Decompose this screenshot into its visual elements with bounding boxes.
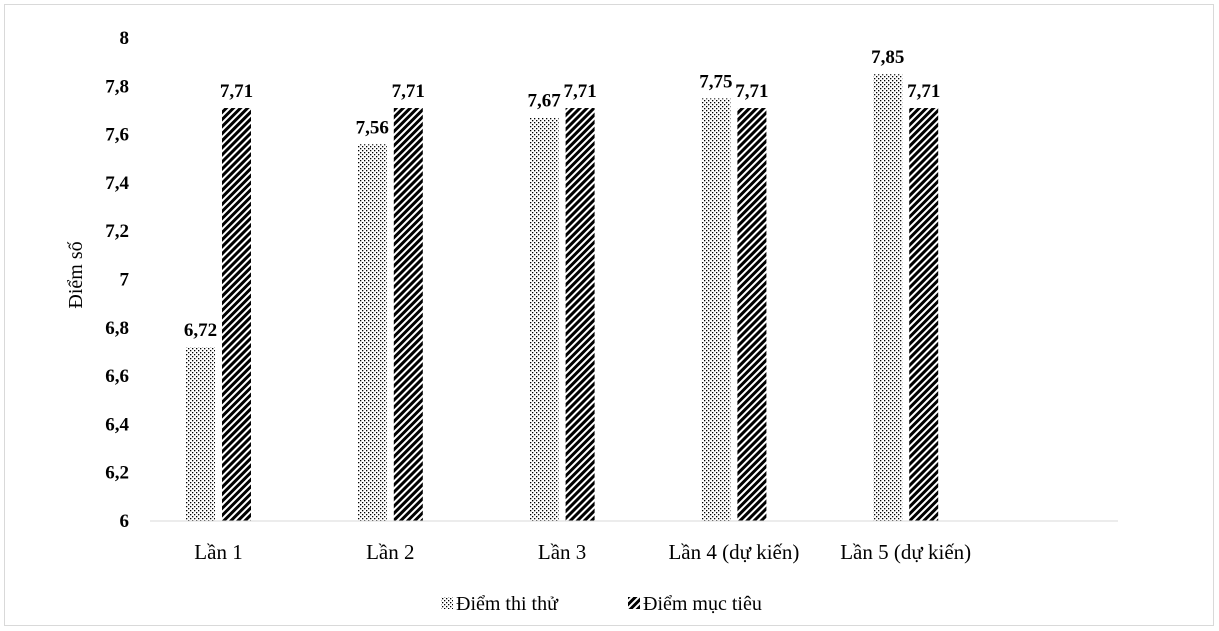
bar-series-2-4	[737, 108, 767, 521]
y-tick-label: 6	[120, 511, 130, 532]
data-label-series-2: 7,71	[220, 81, 253, 102]
bar-series-2-1	[222, 108, 251, 521]
data-label-series-2: 7,71	[563, 81, 596, 102]
data-labels: 6,727,717,567,71 7,67 7,71 7,75 7,717,857,71	[184, 47, 940, 341]
legend-swatch-series-2	[628, 597, 640, 609]
bar-series-1-3	[529, 117, 559, 521]
y-tick-label: 7,4	[105, 173, 129, 194]
y-tick-label: 7,8	[105, 76, 129, 97]
bar-series-1-4	[701, 98, 731, 521]
legend: Điểm thi thử Điểm mục tiêu	[441, 593, 762, 615]
y-tick-label: 7	[120, 270, 130, 291]
category-label: Lần 3	[538, 540, 586, 564]
data-label-series-1: 7,75	[699, 71, 732, 92]
y-tick-label: 6,6	[105, 366, 129, 387]
category-label: Lần 4 (dự kiến)	[668, 540, 799, 564]
bar-series-2-3	[565, 108, 595, 521]
chart-frame	[4, 4, 1214, 626]
category-label: Lần 5 (dự kiến)	[840, 540, 971, 564]
category-labels: Lần 1 Lần 2 Lần 3 Lần 4 (dự kiến) Lần 5 (dự …	[194, 540, 971, 564]
bar-series-1-5	[873, 74, 903, 521]
data-label-series-1: 7,56	[356, 117, 389, 138]
data-label-series-2: 7,71	[392, 81, 425, 102]
y-tick-label: 6,2	[105, 463, 129, 484]
legend-label-series-2: Điểm mục tiêu	[643, 593, 762, 615]
bar-series-2-5	[909, 108, 939, 521]
y-tick-label: 6,8	[105, 318, 129, 339]
y-tick-labels: 6 6,2 6,4 6,6 6,8 7 7,2 7,4 7,6 7,8 8	[105, 28, 129, 532]
bar-series-1-1	[186, 347, 215, 521]
y-tick-label: 8	[120, 28, 130, 49]
legend-swatch-series-1	[441, 597, 453, 609]
bars-group	[186, 74, 939, 521]
data-label-series-2: 7,71	[735, 81, 768, 102]
data-label-series-1: 7,67	[527, 91, 561, 112]
data-label-series-2: 7,71	[907, 81, 940, 102]
y-tick-label: 6,4	[105, 414, 129, 435]
y-axis-label: Điểm số	[65, 241, 87, 308]
data-label-series-1: 6,72	[184, 320, 217, 341]
legend-label-series-1: Điểm thi thử	[456, 593, 559, 615]
data-label-series-1: 7,85	[871, 47, 904, 68]
bar-series-1-2	[357, 144, 387, 521]
y-tick-label: 7,2	[105, 221, 129, 242]
category-label: Lần 1	[194, 540, 242, 564]
bar-series-2-2	[393, 108, 423, 521]
category-label: Lần 2	[366, 540, 414, 564]
y-tick-label: 7,6	[105, 125, 129, 146]
